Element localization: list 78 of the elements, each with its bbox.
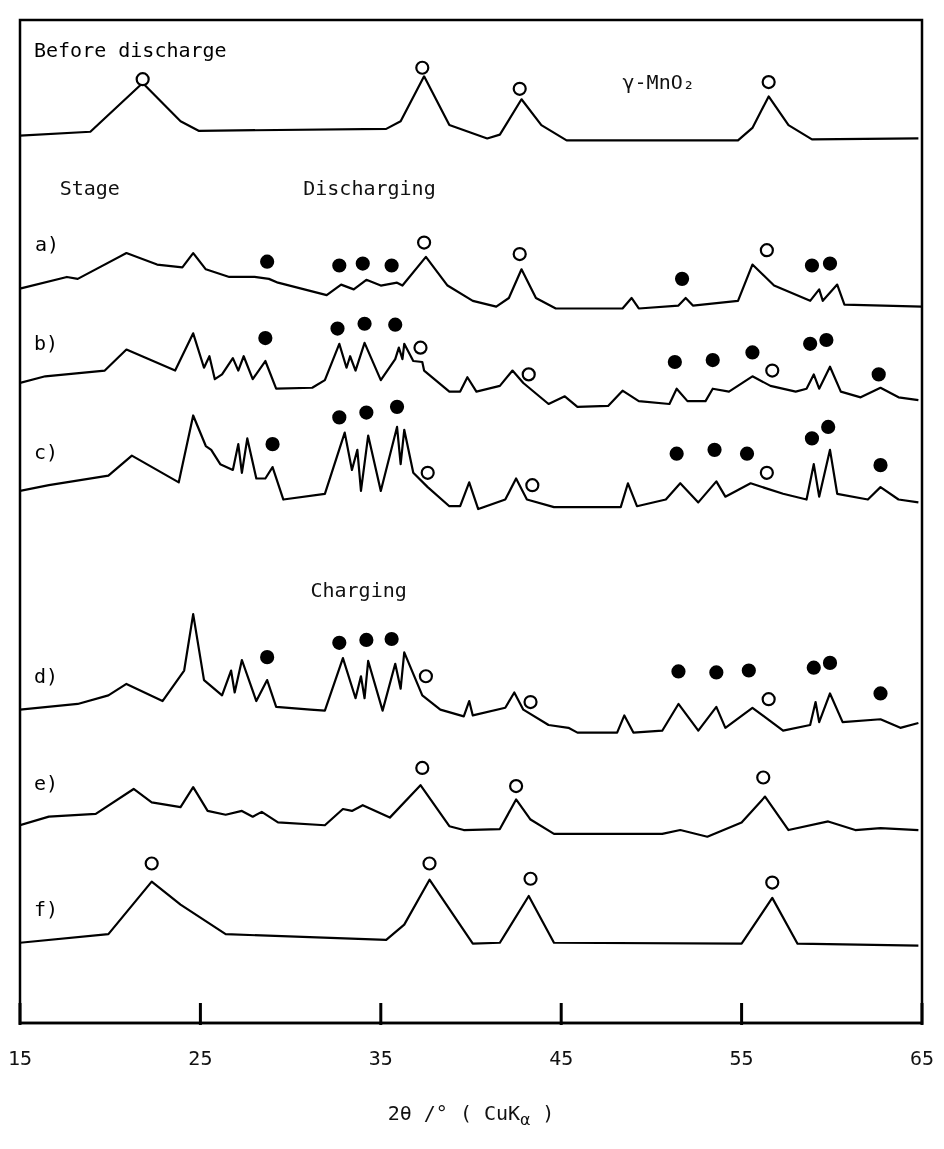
point (822, 256, 838, 271)
point (525, 478, 540, 493)
series-label: f) (34, 897, 59, 922)
point (417, 235, 432, 250)
series-label: c) (34, 439, 59, 464)
point (258, 330, 273, 346)
x-tick-label: 45 (549, 1046, 574, 1070)
point (512, 81, 527, 96)
x-tick-label: 35 (368, 1046, 393, 1070)
point (389, 399, 405, 414)
series-label: a) (34, 231, 59, 256)
point (667, 354, 682, 370)
point (821, 419, 836, 435)
point (418, 669, 433, 684)
point (512, 246, 527, 262)
point (806, 660, 821, 675)
point (509, 779, 524, 794)
point (388, 317, 403, 332)
point (707, 442, 722, 457)
point (384, 631, 399, 647)
point (415, 60, 430, 75)
point (359, 632, 374, 648)
annotation: γ-MnO₂ (622, 70, 695, 95)
point (674, 271, 690, 286)
x-axis-title: 2θ /° ( CuK$_{α}$ ) (386, 1101, 556, 1129)
point (669, 446, 684, 461)
point (873, 458, 888, 473)
x-tick-label: 55 (729, 1046, 754, 1070)
series-label: b) (34, 330, 59, 355)
point (756, 770, 771, 785)
point (523, 871, 538, 886)
x-tick-label: 15 (7, 1046, 33, 1070)
point (873, 686, 888, 701)
point (804, 258, 820, 273)
point (355, 256, 370, 271)
point (523, 694, 538, 710)
point (332, 635, 347, 650)
point (804, 431, 820, 446)
point (332, 258, 347, 273)
point (384, 258, 399, 273)
x-tick-label: 65 (909, 1046, 935, 1070)
point (135, 72, 150, 87)
point (705, 352, 720, 368)
x-tick-label: 25 (188, 1046, 213, 1070)
point (265, 437, 280, 452)
point (332, 410, 347, 425)
point (822, 655, 838, 670)
point (521, 367, 536, 382)
point (415, 760, 430, 776)
point (357, 316, 372, 331)
series-label: d) (34, 664, 59, 689)
point (765, 875, 780, 890)
point (330, 321, 345, 336)
point (871, 367, 886, 382)
annotation: Stage (59, 176, 120, 201)
point (759, 243, 774, 258)
point (420, 465, 435, 480)
point (741, 663, 756, 678)
series-label: e) (34, 771, 59, 796)
point (671, 664, 686, 679)
point (739, 446, 755, 461)
point (819, 332, 834, 348)
point (422, 856, 437, 871)
point (144, 856, 159, 871)
point (260, 650, 275, 665)
series-label: Before discharge (34, 37, 227, 62)
point (765, 363, 780, 378)
annotation: Discharging (303, 176, 436, 201)
point (745, 345, 760, 360)
point (761, 692, 776, 707)
point (709, 665, 724, 680)
point (413, 340, 428, 355)
point (761, 74, 776, 90)
point (359, 405, 374, 420)
point (260, 254, 275, 269)
point (759, 465, 774, 480)
annotation: Charging (310, 578, 407, 603)
point (803, 336, 818, 351)
